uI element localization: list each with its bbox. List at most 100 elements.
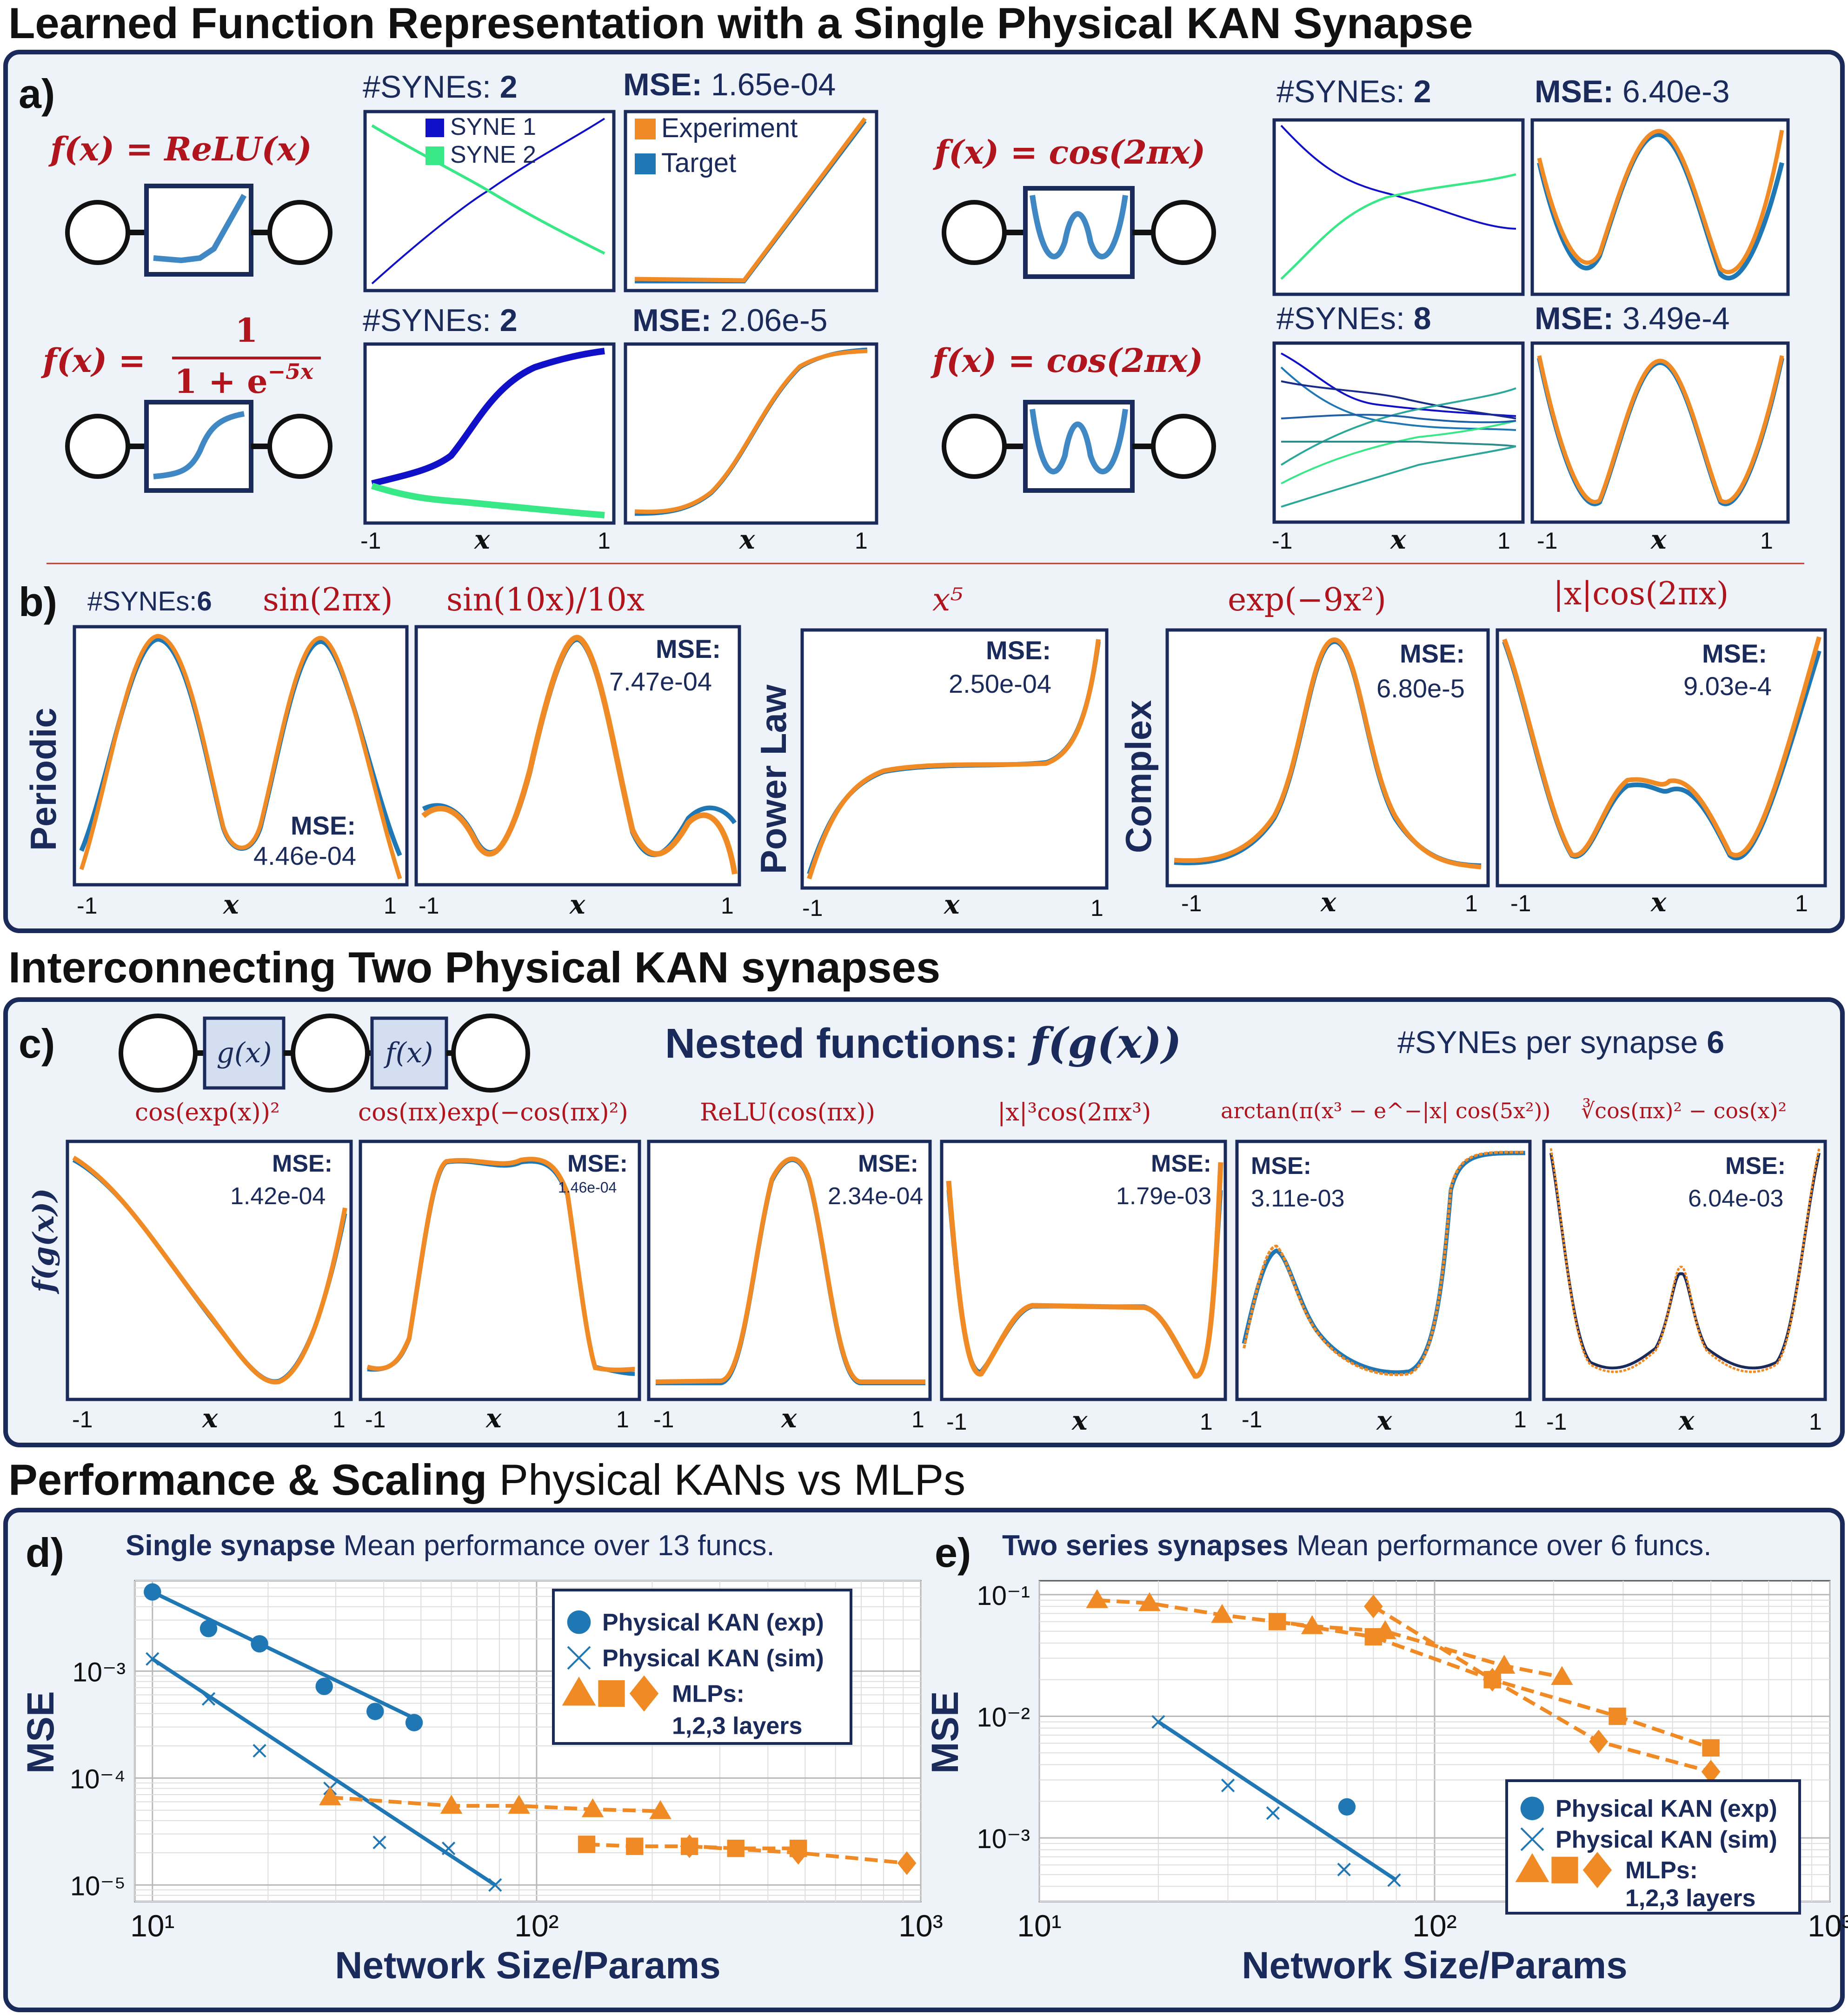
a1-synapse-diagram xyxy=(65,184,332,277)
data-point-diamond xyxy=(680,1834,699,1858)
data-point-circle xyxy=(251,1635,268,1653)
c-synes-value: 6 xyxy=(1707,1025,1724,1060)
a1-legend-syne2: SYNE 2 xyxy=(450,141,536,168)
data-point-x xyxy=(1520,1827,1544,1851)
y-tick-label: 10⁻¹ xyxy=(977,1581,1030,1611)
b4-tick-neg1: -1 xyxy=(1181,890,1202,916)
c6-function: ∛cos(πx)² − cos(x)² xyxy=(1581,1098,1787,1123)
c6-mse-value: 6.04e-03 xyxy=(1688,1185,1783,1212)
a4-mse-value: 3.49e-4 xyxy=(1622,301,1730,336)
a3-synapse-diagram xyxy=(942,186,1216,279)
data-point-diamond xyxy=(629,1675,659,1712)
a2-mse-value: 2.06e-5 xyxy=(720,303,828,338)
chart-e: 10¹ 10² 10³ 10⁻¹ 10⁻² 10⁻³ Network Size/Params… xyxy=(924,1580,1848,1987)
legend: Physical KAN (exp) Physical KAN (sim) MLPs… xyxy=(552,1589,852,1745)
a2-function: f(x) = 1 1 + e−5x xyxy=(40,311,321,401)
b2-mse-label: MSE: xyxy=(656,634,721,663)
a1-synes: #SYNEs: 2 xyxy=(363,69,518,105)
data-point-triangle xyxy=(649,1800,671,1819)
c-node-f: f(x) xyxy=(384,1037,433,1069)
c-ylabel: f(g(x)) xyxy=(27,1188,60,1294)
fit-line xyxy=(152,1590,419,1722)
data-point-circle xyxy=(315,1677,333,1695)
panel-c-label: c) xyxy=(19,1021,55,1067)
a4-mse-label: MSE: xyxy=(1535,301,1614,336)
b5-xlabel: x xyxy=(1650,887,1667,918)
panel-e-title: Two series synapses Mean performance ove… xyxy=(1002,1530,1712,1562)
svg-text:1 + e−5x: 1 + e−5x xyxy=(174,359,313,401)
a1-mse: MSE: 1.65e-04 xyxy=(623,67,836,102)
a4-function: f(x) = cos(2πx) xyxy=(930,341,1203,380)
data-point-triangle xyxy=(562,1677,596,1706)
a4-syne-curves xyxy=(1280,352,1516,508)
a2-synes-label: #SYNEs: xyxy=(363,303,491,338)
a-left-tick-1: 1 xyxy=(598,528,611,554)
data-point-x xyxy=(1266,1806,1280,1820)
b-group-periodic: Periodic xyxy=(23,708,64,851)
b5-mse-value: 9.03e-4 xyxy=(1683,671,1772,701)
series-circle xyxy=(1338,1798,1356,1816)
panel-e-title-rest: Mean performance over 6 funcs. xyxy=(1289,1530,1712,1562)
data-point-diamond xyxy=(789,1841,808,1865)
c4-plot xyxy=(940,1140,1227,1401)
a3-syne-plot xyxy=(1272,118,1525,296)
b5-tick-neg1: -1 xyxy=(1510,890,1531,916)
b2-mse-value: 7.47e-04 xyxy=(609,667,712,696)
a4-synes-value: 8 xyxy=(1414,301,1431,336)
x-tick-label: 10² xyxy=(514,1909,558,1943)
a3-mse: MSE: 6.40e-3 xyxy=(1535,74,1730,109)
c5-xlabel: x xyxy=(1376,1405,1392,1436)
a1-fit-plot xyxy=(624,110,878,292)
legend-mlp: MLPs: xyxy=(672,1681,745,1708)
data-point-triangle xyxy=(1515,1853,1549,1882)
b4-xlabel: x xyxy=(1320,887,1336,918)
c4-mse-label: MSE: xyxy=(1151,1150,1211,1177)
c4-tick-1: 1 xyxy=(1200,1409,1213,1435)
b2-tick-1: 1 xyxy=(721,893,734,919)
data-point-x xyxy=(567,1646,591,1670)
b1-mse-value: 4.46e-04 xyxy=(253,841,356,870)
series-diamond xyxy=(1363,1594,1721,1784)
c4-tick-neg1: -1 xyxy=(946,1409,967,1435)
c6-tick-1: 1 xyxy=(1809,1409,1822,1435)
c3-function: ReLU(cos(πx)) xyxy=(700,1099,875,1127)
c-synes: #SYNEs per synapse 6 xyxy=(1397,1025,1724,1060)
section-title-3-rest: Physical KANs vs MLPs xyxy=(487,1455,965,1504)
a1-mse-label: MSE: xyxy=(623,67,702,102)
c5-mse-value: 3.11e-03 xyxy=(1251,1185,1344,1212)
c6-xlabel: x xyxy=(1678,1405,1695,1436)
section-title-2: Interconnecting Two Physical KAN synapse… xyxy=(8,943,940,992)
a-right-tick-neg1: -1 xyxy=(1272,528,1292,554)
c3-mse-label: MSE: xyxy=(858,1150,918,1177)
legend-mlp: MLPs: xyxy=(1625,1857,1698,1884)
a1-legend-syne1: SYNE 1 xyxy=(450,113,536,140)
y-tick-label: 10⁻⁴ xyxy=(70,1764,126,1794)
fit-line xyxy=(1157,1720,1397,1882)
b1-xlabel: x xyxy=(223,889,239,920)
series-x xyxy=(1151,1715,1401,1887)
c-synes-label: #SYNEs per synapse xyxy=(1397,1025,1698,1060)
a-right-tick-1: 1 xyxy=(1497,528,1510,554)
legend-kan-sim: Physical KAN (sim) xyxy=(602,1645,824,1672)
data-point-circle xyxy=(1520,1796,1544,1820)
panel-e-title-bold: Two series synapses xyxy=(1002,1530,1289,1562)
data-point-diamond xyxy=(1701,1760,1721,1784)
b4-function: exp(−9x²) xyxy=(1228,582,1386,618)
a2-mse: MSE: 2.06e-5 xyxy=(632,303,828,338)
data-point-x xyxy=(146,1652,160,1666)
b3-mse-label: MSE: xyxy=(986,636,1051,665)
a3-fit-plot xyxy=(1530,118,1790,296)
chart-d: 10¹ 10² 10³ 10⁻³ 10⁻⁴ 10⁻⁵ Network Size/Params… xyxy=(20,1580,943,1987)
c-nested-title-text: Nested functions: xyxy=(665,1021,1018,1067)
a3-synes: #SYNEs: 2 xyxy=(1276,74,1431,109)
data-point-diamond xyxy=(897,1851,917,1875)
a2-synes: #SYNEs: 2 xyxy=(363,303,518,338)
c2-tick-1: 1 xyxy=(616,1406,629,1432)
a4-syne-plot xyxy=(1272,341,1525,524)
panel-d-title: Single synapse Mean performance over 13 … xyxy=(126,1530,775,1562)
dashed-line xyxy=(1372,1604,1712,1774)
c3-plot xyxy=(647,1140,932,1401)
b2-function: sin(10x)/10x xyxy=(446,582,645,618)
x-tick-label: 10² xyxy=(1412,1909,1456,1943)
b2-plot xyxy=(414,625,741,887)
